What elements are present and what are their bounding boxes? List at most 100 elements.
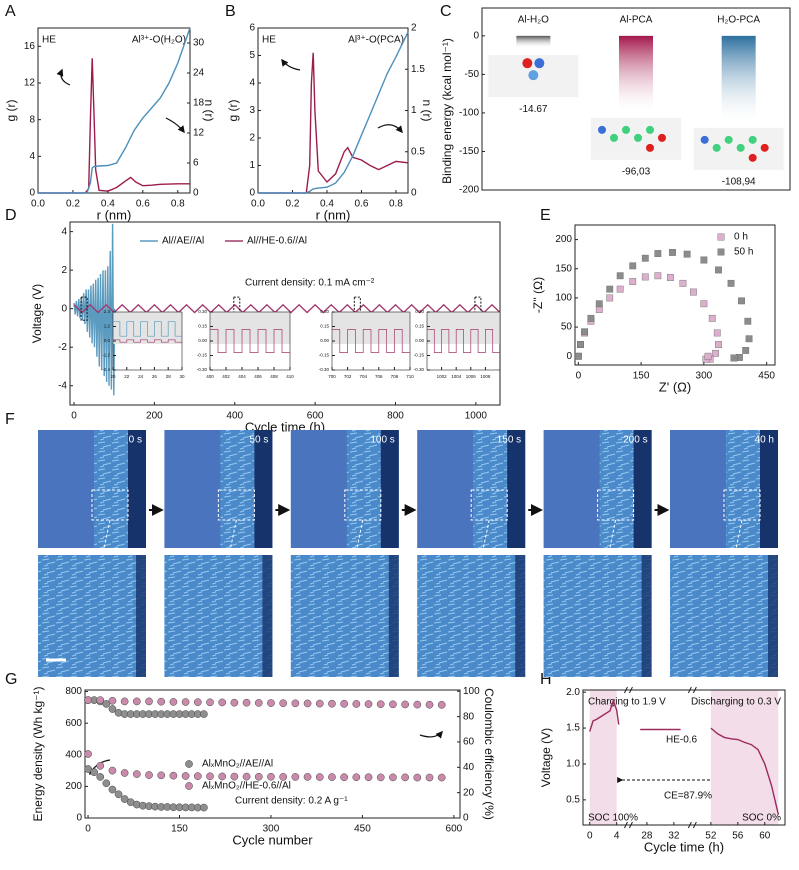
annotation: SOC 100% xyxy=(588,813,638,824)
data-point xyxy=(96,773,105,781)
frame-dark xyxy=(507,430,526,548)
data-point xyxy=(206,772,214,781)
x-tick-label: 404 xyxy=(238,374,246,379)
zoom-image xyxy=(164,555,273,677)
atom xyxy=(598,125,606,134)
x-tick-label: 702 xyxy=(344,374,352,379)
y-tick-label: 0 xyxy=(76,813,82,824)
axis-break xyxy=(623,821,633,829)
zoom-edge xyxy=(515,555,526,677)
atom xyxy=(534,58,545,69)
legend-swatch xyxy=(185,760,193,768)
atom xyxy=(658,133,666,142)
y-tick-label: -200 xyxy=(459,185,479,196)
atom xyxy=(528,70,539,81)
x-tick-label: 400 xyxy=(206,374,214,379)
data-point xyxy=(629,262,637,270)
frame-dark xyxy=(380,430,399,548)
data-point xyxy=(108,785,117,794)
data-point xyxy=(641,273,649,281)
data-point xyxy=(587,314,595,322)
data-point xyxy=(108,705,117,713)
x-tick-label: 22 xyxy=(124,374,130,379)
data-point xyxy=(291,699,300,708)
bar xyxy=(516,35,551,48)
data-point xyxy=(96,762,105,770)
panel-letter: C xyxy=(440,3,452,20)
legend-swatch xyxy=(717,248,725,256)
y-tick-label: 5 xyxy=(249,50,255,61)
y-tick-label: -0.15 xyxy=(197,353,208,358)
category-label: H₂O-PCA xyxy=(717,15,760,26)
y2-tick-label: 100 xyxy=(463,686,480,697)
data-point xyxy=(595,300,603,308)
zoom-image xyxy=(290,555,399,677)
y2-tick-label: 2 xyxy=(411,23,417,34)
frame-dark xyxy=(128,430,146,548)
y2-axis-label: Coulombic efficiency (%) xyxy=(482,688,496,820)
y2-tick-label: 20 xyxy=(463,787,475,798)
atom xyxy=(760,143,769,152)
y-tick-label: 50 xyxy=(561,322,573,333)
plot-frame xyxy=(37,27,191,194)
y-tick-label: 200 xyxy=(65,781,82,792)
data-point xyxy=(713,329,721,337)
series-line xyxy=(258,52,409,194)
y-tick-label: 2.0 xyxy=(566,687,580,698)
value-label: -96,03 xyxy=(622,167,651,178)
y-tick-label: 1.0 xyxy=(566,759,580,770)
y-tick-label: 0 xyxy=(61,303,67,314)
y-tick-label: -0.30 xyxy=(414,367,425,372)
inset-marker xyxy=(80,296,88,321)
data-point xyxy=(389,773,397,782)
zoom-box xyxy=(91,489,129,521)
x-tick-label: 0.0 xyxy=(251,199,265,210)
y-tick-label: 2.4 xyxy=(104,309,111,314)
frame-electrode xyxy=(346,430,381,548)
annotation: CE=87.9% xyxy=(664,791,712,802)
data-point xyxy=(606,294,614,302)
x-tick-label: 20 xyxy=(110,374,116,379)
data-point xyxy=(425,773,434,782)
atom xyxy=(712,143,721,152)
annotation: SOC 0% xyxy=(742,813,781,824)
x-tick-label: 0 xyxy=(576,371,582,382)
series-line xyxy=(113,321,182,337)
legend-label: AlₓMnO₂//HE-0.6//Al xyxy=(202,781,291,792)
y2-axis-label: n (r) xyxy=(202,100,216,122)
data-point xyxy=(206,698,214,707)
data-point xyxy=(102,779,111,788)
data-point xyxy=(730,354,738,362)
annotation: Charging to 1.9 V xyxy=(588,697,666,708)
x-tick-label: 1006 xyxy=(466,374,477,379)
x-tick-label: 0 xyxy=(71,411,77,422)
zoom-edge xyxy=(262,555,273,677)
data-point xyxy=(132,697,141,706)
y-tick-label: -0.30 xyxy=(319,367,330,372)
data-point xyxy=(102,700,111,708)
x-axis-label: r (nm) xyxy=(316,207,351,222)
y-axis-label: -Z'' (Ω) xyxy=(531,277,545,313)
panel-letter: H xyxy=(540,671,552,688)
data-point xyxy=(690,288,697,296)
axis-arrow xyxy=(56,68,71,86)
y-tick-label: 1 xyxy=(249,160,255,171)
atom xyxy=(646,125,654,134)
bar xyxy=(721,35,756,120)
y-tick-label: 0.30 xyxy=(198,309,207,314)
data-point xyxy=(145,771,153,779)
data-point xyxy=(704,352,712,360)
data-point xyxy=(181,772,190,780)
y2-tick-label: 80 xyxy=(463,711,475,722)
axis-break xyxy=(687,821,697,829)
x-tick-label: 0.6 xyxy=(354,199,368,210)
data-point xyxy=(200,803,208,812)
x-tick-label: 1004 xyxy=(451,374,462,379)
y-axis-label: Voltage (V) xyxy=(30,284,44,343)
x-tick-label: 408 xyxy=(270,374,278,379)
y-axis-label: g (r) xyxy=(226,100,240,122)
y-tick-label: 1.5 xyxy=(566,723,580,734)
y-tick-label: -150 xyxy=(459,146,479,157)
x-tick-label: 1002 xyxy=(437,374,448,379)
